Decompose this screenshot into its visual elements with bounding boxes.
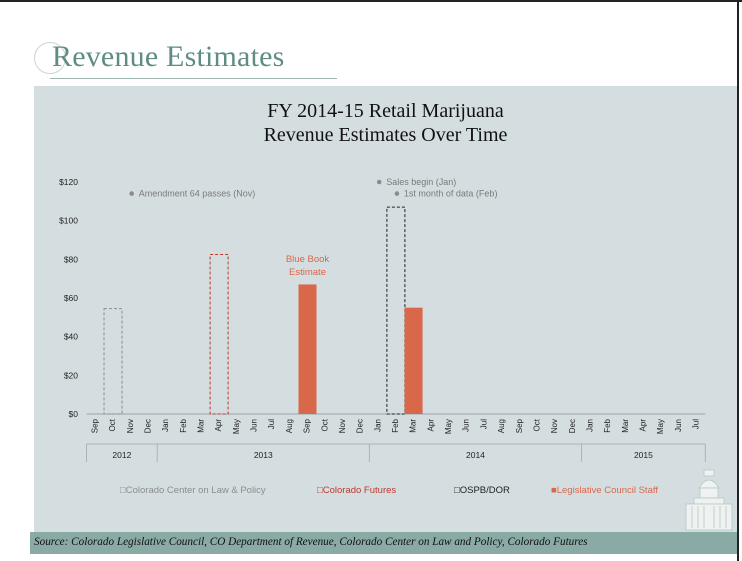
x-tick-label: Sep (515, 418, 524, 433)
bar (209, 254, 229, 415)
chart-title-line2: Revenue Estimates Over Time (263, 124, 508, 146)
bar (298, 284, 317, 414)
x-tick-label: Dec (143, 419, 152, 433)
x-tick-label: Nov (550, 419, 559, 433)
x-tick-label: Jul (692, 419, 701, 429)
annotation-label: Sales begin (Jan) (386, 177, 456, 187)
year-label: 2013 (254, 450, 273, 460)
chart-panel (34, 86, 737, 532)
slide-heading: Revenue Estimates (52, 40, 285, 73)
annotation-dot (376, 179, 382, 185)
annotation-label: 1st month of data (Feb) (404, 189, 498, 199)
bar-label: Blue Book (286, 254, 330, 265)
x-tick-label: May (656, 419, 665, 434)
x-tick-label: Sep (303, 418, 312, 433)
heading-ornament (34, 42, 66, 74)
x-tick-label: Dec (356, 419, 365, 433)
y-tick-label: $120 (59, 177, 78, 187)
annotation-dot (394, 191, 400, 196)
y-tick-label: $40 (64, 332, 78, 342)
x-tick-label: Jul (479, 419, 488, 429)
bar (386, 206, 406, 415)
x-tick-label: Oct (320, 418, 329, 431)
y-tick-label: $0 (69, 409, 79, 419)
legend-entry: □Colorado Futures (317, 485, 396, 496)
x-tick-label: Aug (497, 419, 506, 433)
year-label: 2014 (466, 450, 485, 460)
x-tick-label: Jul (267, 419, 276, 429)
x-tick-label: Nov (338, 419, 347, 433)
y-tick-label: $100 (59, 216, 78, 226)
x-tick-label: Mar (409, 419, 418, 433)
year-label: 2015 (634, 450, 653, 460)
top-border (0, 0, 742, 2)
x-tick-label: Nov (126, 419, 135, 433)
x-tick-label: Feb (391, 418, 400, 432)
x-tick-label: Jun (462, 419, 471, 432)
source-bar (30, 532, 737, 554)
x-tick-label: Jun (250, 419, 259, 432)
y-tick-label: $80 (64, 254, 78, 264)
annotation-label: Amendment 64 passes (Nov) (139, 189, 256, 199)
x-tick-label: Mar (197, 419, 206, 433)
x-tick-label: Jan (161, 419, 170, 432)
x-tick-label: May (232, 419, 241, 434)
x-tick-label: Oct (532, 418, 541, 431)
bar (103, 308, 123, 415)
x-tick-label: Mar (621, 419, 630, 433)
legend-entry: □OSPB/DOR (454, 485, 510, 496)
bar (404, 307, 423, 414)
x-tick-label: May (444, 419, 453, 434)
y-tick-label: $60 (64, 293, 78, 303)
x-tick-label: Apr (426, 419, 435, 432)
x-tick-label: Jun (674, 419, 683, 432)
x-tick-label: Jan (373, 419, 382, 432)
legend-entry: □Colorado Center on Law & Policy (120, 485, 266, 496)
x-tick-label: Feb (603, 418, 612, 432)
x-tick-label: Apr (639, 419, 648, 432)
chart-title-line1: FY 2014-15 Retail Marijuana (267, 100, 504, 122)
bar-label: Estimate (289, 267, 326, 278)
source-text: Source: Colorado Legislative Council, CO… (34, 536, 588, 548)
right-border (737, 0, 739, 561)
x-tick-label: Apr (214, 419, 223, 432)
capitol-building-icon (685, 469, 733, 531)
x-tick-label: Sep (90, 418, 99, 433)
y-tick-label: $20 (64, 370, 78, 380)
x-tick-label: Dec (568, 419, 577, 433)
x-tick-label: Jan (585, 419, 594, 432)
annotation-dot (129, 191, 134, 196)
legend-entry: ■Legislative Council Staff (551, 485, 658, 496)
year-label: 2012 (112, 450, 131, 460)
x-tick-label: Feb (179, 418, 188, 432)
x-tick-label: Aug (285, 419, 294, 433)
x-tick-label: Oct (108, 418, 117, 431)
heading-rule (50, 78, 337, 79)
